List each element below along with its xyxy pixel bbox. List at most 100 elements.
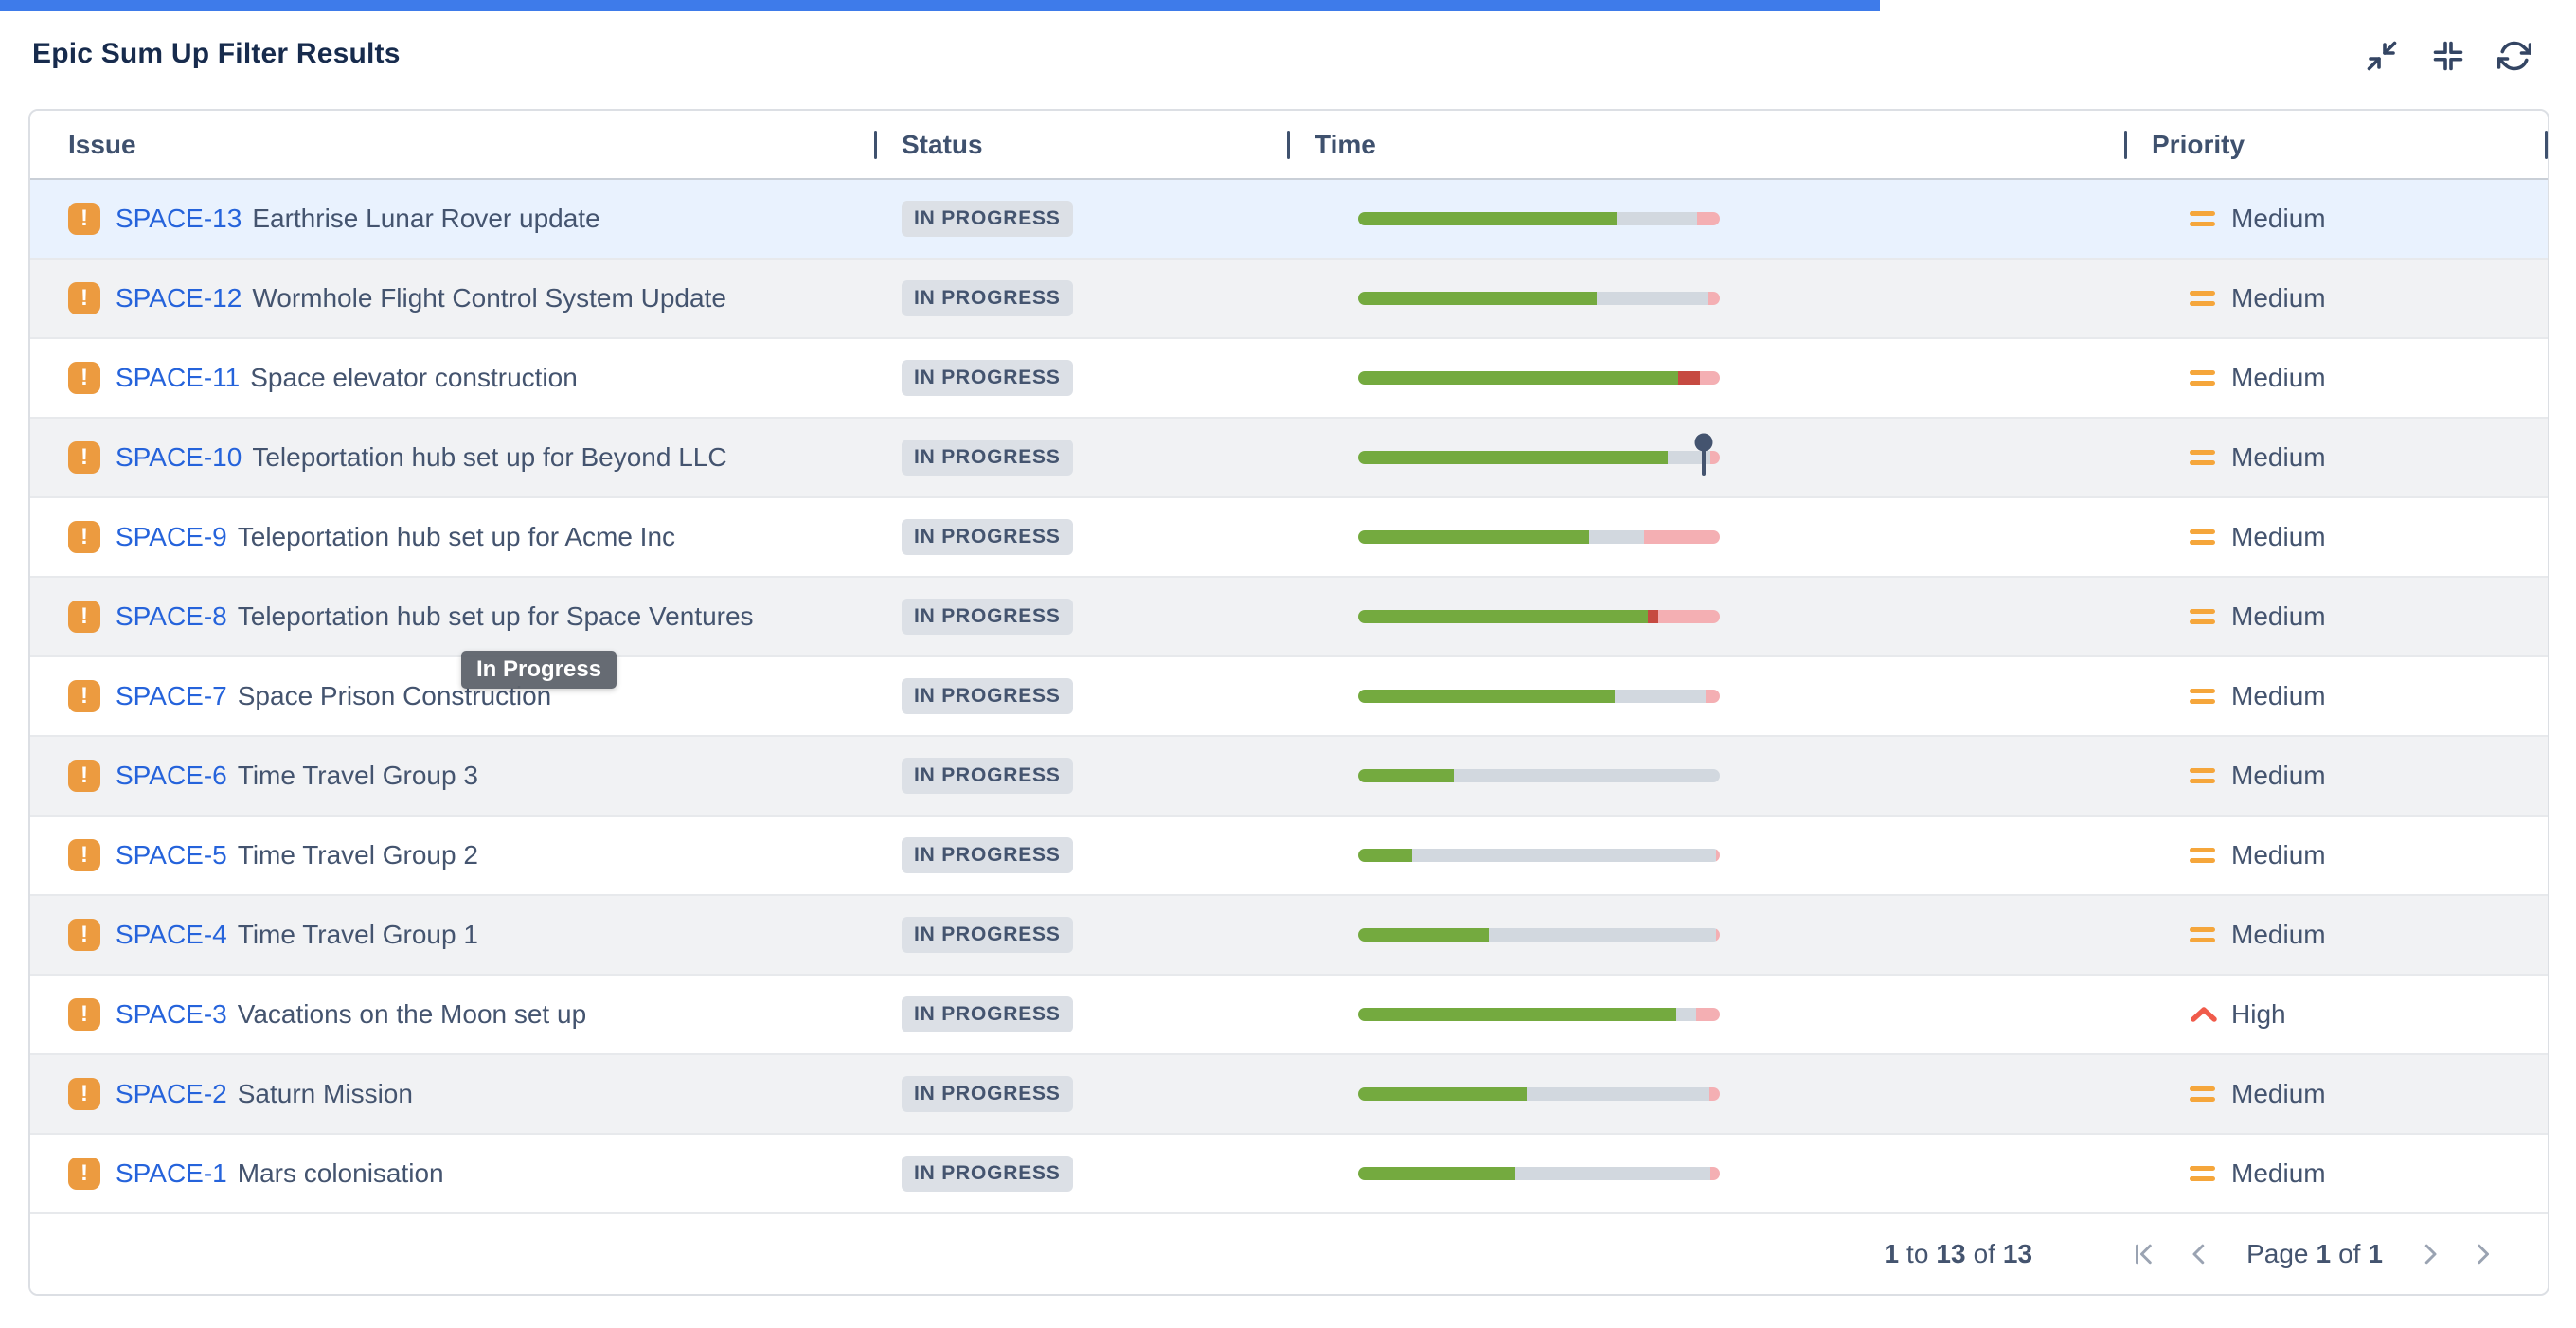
table-body: ! SPACE-13 Earthrise Lunar Rover update IN … <box>30 180 2548 1214</box>
status-cell: IN PROGRESS <box>877 817 1290 894</box>
priority-label: Medium <box>2231 920 2326 949</box>
issue-key-link[interactable]: SPACE-9 <box>116 522 227 551</box>
column-header-issue[interactable]: Issue <box>30 111 877 178</box>
next-page-icon <box>2424 1244 2437 1265</box>
priority-bar <box>2190 689 2215 693</box>
progress-segment-green <box>1358 1167 1516 1180</box>
issue-key-link[interactable]: SPACE-3 <box>116 999 227 1029</box>
refresh-button[interactable] <box>2495 36 2534 76</box>
previous-page-icon <box>2192 1244 2205 1265</box>
table-row[interactable]: ! SPACE-12 Wormhole Flight Control System … <box>30 260 2548 339</box>
next-page-button[interactable] <box>2409 1233 2451 1275</box>
table-row[interactable]: ! SPACE-9 Teleportation hub set up for Acm… <box>30 498 2548 578</box>
time-progress-bar[interactable] <box>1358 690 1720 703</box>
progress-segment-green <box>1358 769 1455 782</box>
time-progress-bar[interactable] <box>1358 530 1720 544</box>
column-header-status[interactable]: Status <box>877 111 1290 178</box>
collapse-button[interactable] <box>2362 36 2402 76</box>
time-progress-bar[interactable] <box>1358 371 1720 385</box>
table-row[interactable]: ! SPACE-2 Saturn Mission IN PROGRESS Medium <box>30 1055 2548 1135</box>
time-progress-bar[interactable] <box>1358 928 1720 942</box>
priority-medium-icon <box>2190 848 2218 863</box>
table-row[interactable]: ! SPACE-5 Time Travel Group 2 IN PROGRESS Me… <box>30 817 2548 896</box>
status-badge: IN PROGRESS <box>902 599 1073 635</box>
issue-key-link[interactable]: SPACE-6 <box>116 761 227 790</box>
last-page-button[interactable] <box>2464 1233 2506 1275</box>
issue-key-link[interactable]: SPACE-5 <box>116 840 227 870</box>
time-progress-bar[interactable] <box>1358 849 1720 862</box>
issue-key-link[interactable]: SPACE-8 <box>116 601 227 631</box>
column-header-priority[interactable]: Priority <box>2127 111 2548 178</box>
time-progress-bar[interactable] <box>1358 610 1720 623</box>
progress-segment-red <box>1678 371 1700 385</box>
time-progress-bar[interactable] <box>1358 292 1720 305</box>
progress-segments <box>1358 292 1720 305</box>
issue-summary: Time Travel Group 2 <box>237 840 478 870</box>
table-row[interactable]: ! SPACE-11 Space elevator construction IN P… <box>30 339 2548 419</box>
priority-bar <box>2190 1166 2215 1171</box>
result-range: 1 to 13 of 13 <box>1884 1239 2033 1268</box>
progress-segments <box>1358 1087 1720 1101</box>
issue-cell: ! SPACE-8 Teleportation hub set up for Spa… <box>30 578 877 655</box>
results-table: Issue Status Time Priority ! SPACE-13 Eart… <box>28 109 2549 1296</box>
time-cell <box>1290 1135 2127 1212</box>
table-row[interactable]: ! SPACE-4 Time Travel Group 1 IN PROGRESS Me… <box>30 896 2548 976</box>
priority-label: Medium <box>2231 1079 2326 1108</box>
first-page-button[interactable] <box>2123 1233 2165 1275</box>
priority-cell: Medium <box>2127 180 2548 258</box>
time-progress-bar[interactable] <box>1358 433 1720 476</box>
time-progress-bar[interactable] <box>1358 1008 1720 1021</box>
status-badge: IN PROGRESS <box>902 360 1073 396</box>
table-row[interactable]: ! SPACE-10 Teleportation hub set up for Be… <box>30 419 2548 498</box>
table-row[interactable]: ! SPACE-1 Mars colonisation IN PROGRESS Medi… <box>30 1135 2548 1214</box>
issue-key-link[interactable]: SPACE-11 <box>116 363 241 392</box>
table-row[interactable]: ! SPACE-8 Teleportation hub set up for Spa… <box>30 578 2548 657</box>
issue-key-link[interactable]: SPACE-12 <box>116 283 242 313</box>
progress-segment-gray <box>1412 849 1717 862</box>
priority-label: Medium <box>2231 761 2326 790</box>
priority-medium-icon <box>2190 689 2218 704</box>
priority-bar <box>2190 291 2215 296</box>
priority-cell: Medium <box>2127 1135 2548 1212</box>
issue-cell: ! SPACE-10 Teleportation hub set up for Be… <box>30 419 877 496</box>
progress-segments <box>1358 610 1720 623</box>
time-progress-bar[interactable] <box>1358 212 1720 225</box>
time-progress-bar[interactable] <box>1358 1167 1720 1180</box>
priority-medium-icon <box>2190 291 2218 306</box>
status-cell: IN PROGRESS <box>877 260 1290 337</box>
issue-key-link[interactable]: SPACE-4 <box>116 920 227 949</box>
priority-label: Medium <box>2231 522 2326 551</box>
time-cell <box>1290 180 2127 258</box>
progress-segment-gray <box>1515 1167 1711 1180</box>
table-row[interactable]: ! SPACE-13 Earthrise Lunar Rover update IN … <box>30 180 2548 260</box>
refresh-icon <box>2497 41 2531 71</box>
issue-key-link[interactable]: SPACE-13 <box>116 204 242 233</box>
issue-key-link[interactable]: SPACE-2 <box>116 1079 227 1108</box>
table-row[interactable]: ! SPACE-7 Space Prison Construction IN PROG… <box>30 657 2548 737</box>
status-badge: IN PROGRESS <box>902 201 1073 237</box>
progress-segment-pink <box>1708 1087 1720 1101</box>
progress-segments <box>1358 1008 1720 1021</box>
progress-segment-pink <box>1710 451 1720 464</box>
issue-key-link[interactable]: SPACE-1 <box>116 1158 227 1188</box>
progress-segments <box>1358 530 1720 544</box>
collapse-all-button[interactable] <box>2428 36 2468 76</box>
time-progress-bar[interactable] <box>1358 1087 1720 1101</box>
progress-segments <box>1358 928 1720 942</box>
priority-label: Medium <box>2231 363 2326 392</box>
issue-key-link[interactable]: SPACE-10 <box>116 442 242 472</box>
column-header-time[interactable]: Time <box>1290 111 2127 178</box>
status-cell: IN PROGRESS <box>877 1135 1290 1212</box>
priority-bar <box>2190 1086 2215 1091</box>
issue-key-link[interactable]: SPACE-7 <box>116 681 227 710</box>
status-badge: IN PROGRESS <box>902 837 1073 873</box>
priority-label: Medium <box>2231 601 2326 631</box>
collapse-icon <box>2367 41 2397 71</box>
table-row[interactable]: ! SPACE-3 Vacations on the Moon set up IN P… <box>30 976 2548 1055</box>
table-row[interactable]: ! SPACE-6 Time Travel Group 3 IN PROGRESS Me… <box>30 737 2548 817</box>
priority-medium-icon <box>2190 609 2218 624</box>
time-progress-bar[interactable] <box>1358 769 1720 782</box>
previous-page-button[interactable] <box>2178 1233 2220 1275</box>
epic-issue-type-icon: ! <box>68 441 100 474</box>
